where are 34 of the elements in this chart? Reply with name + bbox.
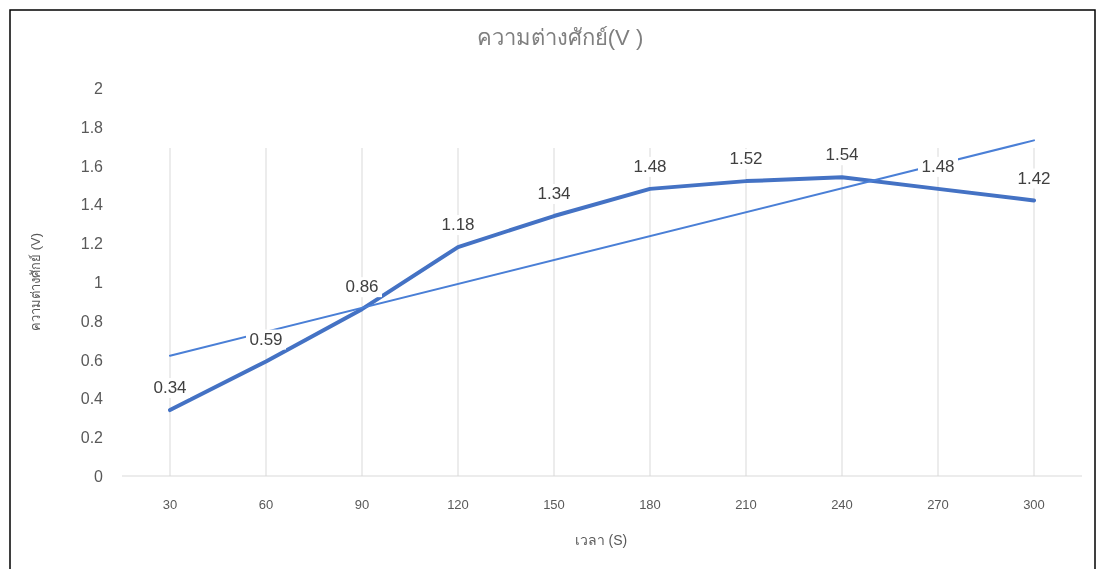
y-tick-label: 2 <box>94 80 104 97</box>
x-tick-label: 90 <box>354 497 370 512</box>
y-tick-label: 1.6 <box>80 157 104 175</box>
x-tick-label: 150 <box>543 497 565 512</box>
x-tick-label: 210 <box>735 497 757 512</box>
y-tick-label: 1 <box>94 274 104 291</box>
data-label: 0.86 <box>345 277 379 297</box>
x-tick-label: 240 <box>831 497 853 512</box>
y-tick-label: 1.4 <box>80 196 104 214</box>
data-label: 1.42 <box>1017 168 1051 188</box>
data-label: 1.48 <box>633 156 667 176</box>
x-tick-label: 120 <box>447 497 469 512</box>
x-tick-label: 60 <box>258 497 274 512</box>
data-label: 1.54 <box>825 145 859 165</box>
y-tick-label: 0.8 <box>80 312 104 330</box>
data-label: 1.18 <box>441 215 475 235</box>
x-tick-label: 180 <box>639 497 661 512</box>
y-tick-label: 0.2 <box>80 429 104 447</box>
data-label: 1.34 <box>537 184 571 204</box>
y-tick-label: 0.6 <box>80 351 104 369</box>
y-tick-label: 0.4 <box>80 390 104 408</box>
y-tick-label: 1.2 <box>80 235 104 253</box>
data-label: 0.59 <box>249 329 283 349</box>
y-tick-label: 1.8 <box>80 118 104 136</box>
x-tick-label: 300 <box>1023 497 1045 512</box>
data-label: 0.34 <box>153 378 187 398</box>
x-tick-label: 270 <box>927 497 949 512</box>
x-tick-label: 30 <box>162 497 178 512</box>
y-tick-label: 0 <box>94 468 104 485</box>
y-axis-title: ความต่างศักย์ (V) <box>28 233 43 331</box>
chart-title: ความต่างศักย์(V ) <box>476 25 644 50</box>
data-label: 1.52 <box>729 149 763 169</box>
data-label: 1.48 <box>921 156 955 176</box>
x-axis-title: เวลา (S) <box>574 532 628 548</box>
